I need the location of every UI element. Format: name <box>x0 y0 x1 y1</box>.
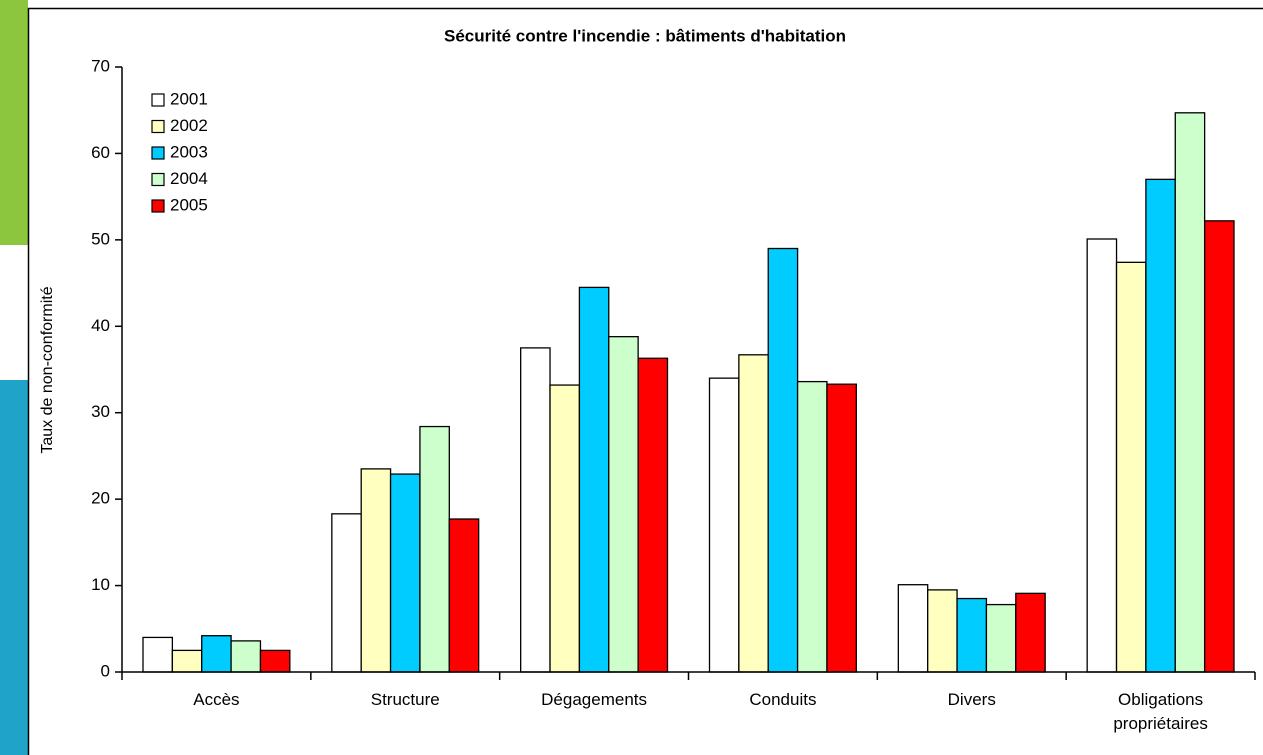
bar <box>637 357 669 673</box>
legend-label: 2004 <box>170 169 208 188</box>
x-tick-label: Accès <box>193 690 240 709</box>
y-tick-label: 20 <box>91 489 110 508</box>
legend-label: 2005 <box>170 195 208 214</box>
legend-label: 2003 <box>170 142 208 161</box>
bar <box>331 513 362 673</box>
y-axis-label: Taux de non-conformité <box>39 286 56 453</box>
bar <box>171 649 203 673</box>
bar <box>1203 220 1235 673</box>
bar <box>1086 238 1118 673</box>
y-tick-label: 10 <box>91 575 110 594</box>
bar <box>201 635 232 673</box>
chart-title: Sécurité contre l'incendie : bâtiments d… <box>444 26 846 45</box>
bar <box>360 468 392 673</box>
bar <box>708 377 740 673</box>
x-tick-label: Dégagements <box>541 690 647 709</box>
x-tick-label: Divers <box>947 690 996 709</box>
legend-label: 2002 <box>170 116 208 135</box>
bar <box>520 347 551 673</box>
bar <box>826 383 857 673</box>
bar <box>985 603 1017 673</box>
decoration <box>0 0 28 245</box>
legend-label: 2001 <box>170 89 208 108</box>
bar <box>897 584 929 673</box>
bar <box>578 286 610 673</box>
x-tick-label: Structure <box>370 690 440 709</box>
bar <box>448 518 480 673</box>
bar <box>1115 261 1147 673</box>
bar <box>142 636 174 673</box>
legend-swatch <box>151 146 165 160</box>
x-tick-label: Conduits <box>749 690 817 709</box>
y-tick-label: 50 <box>91 229 110 248</box>
y-tick-label: 60 <box>91 143 110 162</box>
y-tick-label: 70 <box>91 56 110 75</box>
bar <box>389 473 421 673</box>
x-tick-label: Obligations propriétaires <box>1113 690 1208 733</box>
bar <box>796 380 828 673</box>
y-tick-label: 30 <box>91 402 110 421</box>
bar <box>738 354 769 673</box>
bar <box>927 589 958 673</box>
legend-swatch <box>151 93 165 107</box>
bar <box>1015 592 1046 673</box>
bar <box>549 384 581 673</box>
bar <box>608 336 639 673</box>
bar <box>956 597 988 673</box>
legend-swatch <box>151 199 165 213</box>
bar <box>1145 178 1176 673</box>
decoration <box>0 380 28 755</box>
legend-swatch <box>151 119 165 134</box>
bar <box>259 649 291 673</box>
y-tick-label: 40 <box>91 316 110 335</box>
bar <box>230 640 262 673</box>
legend-swatch <box>151 172 165 187</box>
bar <box>767 247 799 673</box>
bar <box>419 425 450 673</box>
bar <box>1174 112 1206 673</box>
y-tick-label: 0 <box>101 661 110 680</box>
